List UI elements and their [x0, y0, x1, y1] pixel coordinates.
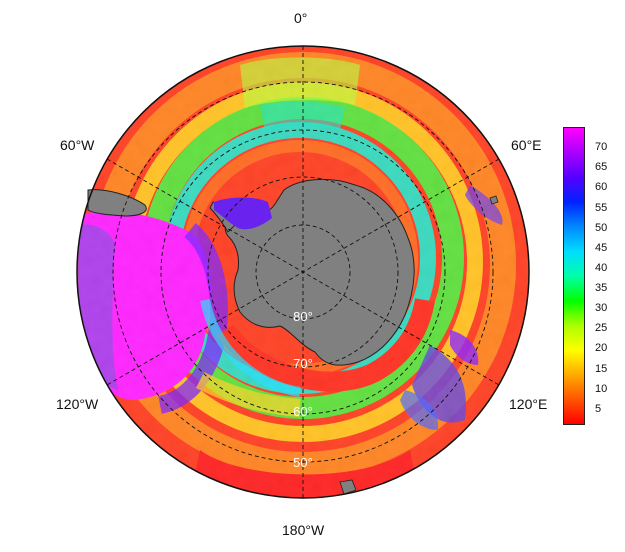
lat-label-50: 50°: [293, 455, 313, 470]
ice-shelf-patch: [214, 197, 272, 230]
meridian-60e-120w: [106, 158, 500, 386]
colorbar-tick-label: 15: [595, 362, 608, 375]
colorbar: [563, 127, 585, 425]
lon-label-180w: 180°W: [282, 522, 325, 538]
colorbar-tick-label: 45: [595, 241, 608, 254]
colorbar-tick-label: 40: [595, 261, 608, 274]
island: [339, 479, 357, 495]
colorbar-tick-label: 25: [595, 322, 608, 335]
lon-label-0: 0°: [294, 10, 308, 26]
lon-label-60w: 60°W: [60, 137, 95, 153]
colorbar-tick-label: 10: [595, 382, 608, 395]
lon-label-120w: 120°W: [56, 396, 99, 412]
colorbar-tick-label: 30: [595, 302, 608, 315]
lat-label-80: 80°: [293, 309, 313, 324]
colorbar-tick-label: 60: [595, 181, 608, 194]
colorbar-tick-label: 35: [595, 282, 608, 295]
colorbar-tick-label: 65: [595, 161, 608, 174]
island: [489, 195, 499, 205]
antarctica-landmass: [224, 178, 415, 366]
colorbar-tick-label: 70: [595, 141, 608, 154]
colorbar-tick-label: 50: [595, 221, 608, 234]
colorbar-tick-label: 20: [595, 342, 608, 355]
colorbar-tick-label: 5: [595, 402, 602, 415]
lon-label-120e: 120°E: [509, 396, 548, 412]
colorbar-tick-label: 55: [595, 201, 608, 214]
lat-label-70: 70°: [293, 356, 313, 371]
lon-label-60e: 60°E: [511, 137, 542, 153]
lat-label-60: 60°: [293, 404, 313, 419]
map-boundary: [76, 45, 530, 499]
graticule: [106, 46, 500, 498]
south-america-tip: [87, 189, 147, 217]
lat-circle-50: [112, 81, 494, 463]
lat-circle-70: [207, 176, 399, 368]
